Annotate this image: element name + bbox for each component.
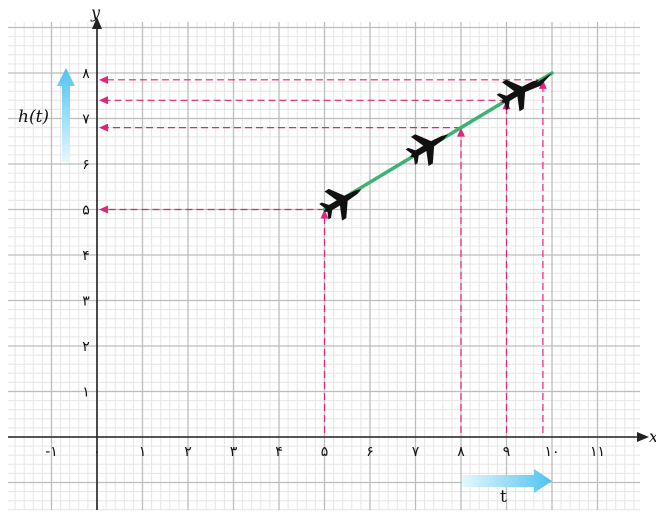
x-tick-label: ۶ (366, 444, 374, 460)
x-axis-name: x (649, 427, 656, 446)
x-axis-arrow (637, 432, 649, 442)
y-tick-label: ۴ (82, 248, 90, 264)
y-axis-arrow (92, 17, 102, 29)
guide-arrowhead (99, 205, 108, 214)
y-tick-label: ۳ (82, 294, 90, 310)
x-tick-label: ۱۱ (590, 444, 605, 460)
x-tick-label: ۱ (139, 444, 147, 460)
guide-arrowhead (538, 79, 547, 89)
x-tick-label: ۵ (321, 444, 329, 460)
x-tick-label: ۴ (275, 444, 283, 460)
x-tick-label: ۰ (93, 444, 101, 460)
y-tick-label: ۲ (82, 339, 90, 355)
time-right-arrow (462, 469, 552, 493)
time-indicator: t (462, 469, 552, 507)
height-label: h(t) (18, 107, 49, 127)
x-tick-label: ۱۰ (544, 444, 559, 460)
guide-arrowhead (457, 127, 465, 137)
x-tick-label: ۹ (503, 444, 511, 460)
guide-arrowhead (99, 96, 108, 105)
guide-arrowhead (99, 123, 108, 132)
planes (315, 65, 552, 227)
x-tick-label: ۷ (412, 444, 420, 460)
x-tick-label: ۸ (457, 444, 465, 460)
height-up-arrow (57, 68, 75, 162)
y-tick-label: ۵ (82, 203, 90, 219)
y-tick-label: ۸ (82, 66, 90, 82)
guide-lines (99, 75, 547, 433)
y-tick-label: ۷ (82, 112, 90, 128)
guide-arrowhead (320, 209, 329, 219)
height-indicator: h(t) (18, 68, 75, 162)
x-tick-label: ۳ (230, 444, 238, 460)
guide-arrowhead (99, 75, 108, 84)
grid (8, 22, 640, 511)
y-axis-name: y (90, 3, 101, 22)
y-tick-label: ۱ (82, 385, 90, 401)
axes: x y (8, 3, 656, 510)
x-tick-label: -۱ (45, 444, 58, 460)
y-tick-label: ۶ (82, 157, 90, 173)
time-label: t (500, 487, 507, 507)
x-tick-label: ۲ (184, 444, 192, 460)
